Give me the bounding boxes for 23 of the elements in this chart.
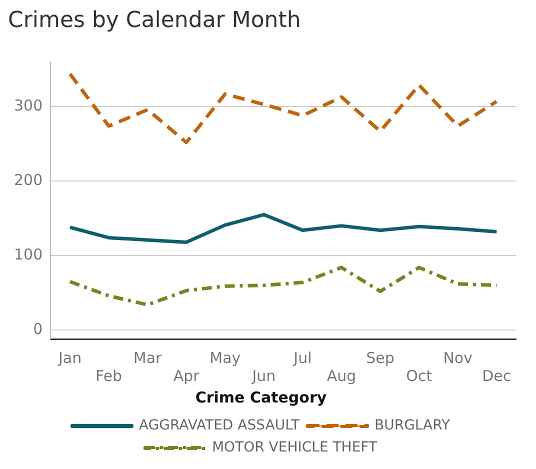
legend-label: MOTOR VEHICLE THEFT [212, 440, 378, 456]
x-tick-label: Nov [443, 348, 473, 367]
legend-label: BURGLARY [374, 418, 450, 434]
x-tick-label: May [210, 348, 241, 367]
legend-title: Crime Category [195, 388, 327, 406]
x-tick-label: Dec [482, 366, 512, 385]
x-tick-label: Jan [57, 348, 82, 367]
x-tick-label: Sep [366, 348, 394, 367]
legend-label: AGGRAVATED ASSAULT [138, 418, 300, 434]
chart-title: Crimes by Calendar Month [8, 8, 302, 35]
y-tick-label: 300 [14, 96, 43, 115]
x-tick-label: Oct [406, 366, 432, 385]
line-series [68, 72, 498, 144]
x-tick-label: Mar [133, 348, 163, 367]
y-tick-label: 200 [14, 171, 43, 190]
line-series [68, 266, 498, 306]
x-tick-label: Feb [96, 366, 122, 385]
y-tick-label: 0 [33, 320, 43, 338]
x-tick-label: Aug [326, 366, 356, 385]
x-tick-label: Jun [251, 366, 276, 385]
x-tick-label: Jul [292, 348, 312, 367]
y-tick-label: 100 [14, 245, 43, 264]
x-tick-label: Apr [173, 366, 200, 385]
